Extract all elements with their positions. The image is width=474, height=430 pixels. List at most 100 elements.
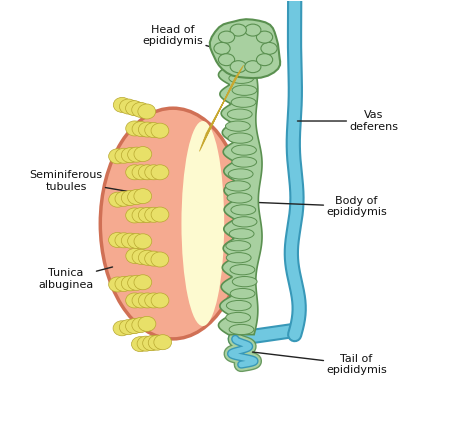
Ellipse shape xyxy=(256,31,273,43)
Ellipse shape xyxy=(128,275,146,290)
Ellipse shape xyxy=(151,207,169,222)
Ellipse shape xyxy=(109,149,127,164)
Ellipse shape xyxy=(119,319,137,335)
Ellipse shape xyxy=(132,102,149,117)
Ellipse shape xyxy=(143,336,160,351)
Text: Seminiferous
tubules: Seminiferous tubules xyxy=(29,170,138,193)
Ellipse shape xyxy=(132,122,150,136)
Ellipse shape xyxy=(138,165,156,180)
Ellipse shape xyxy=(232,157,256,167)
Ellipse shape xyxy=(119,99,137,114)
Ellipse shape xyxy=(129,208,165,222)
Ellipse shape xyxy=(112,148,148,162)
Ellipse shape xyxy=(134,234,152,249)
Ellipse shape xyxy=(109,233,127,248)
Ellipse shape xyxy=(138,250,156,265)
Ellipse shape xyxy=(126,249,144,264)
Ellipse shape xyxy=(245,24,261,36)
Ellipse shape xyxy=(129,294,165,307)
Ellipse shape xyxy=(126,293,144,308)
Ellipse shape xyxy=(117,319,152,334)
Ellipse shape xyxy=(126,208,144,223)
Ellipse shape xyxy=(232,85,257,95)
Ellipse shape xyxy=(226,121,250,131)
Ellipse shape xyxy=(138,122,156,137)
Polygon shape xyxy=(219,65,262,335)
Ellipse shape xyxy=(113,321,131,336)
Ellipse shape xyxy=(129,123,165,137)
Ellipse shape xyxy=(112,234,148,248)
Ellipse shape xyxy=(228,169,253,179)
Ellipse shape xyxy=(131,337,149,352)
Ellipse shape xyxy=(219,54,235,66)
Ellipse shape xyxy=(151,123,169,138)
Ellipse shape xyxy=(228,109,252,119)
Ellipse shape xyxy=(145,123,163,138)
Ellipse shape xyxy=(232,145,256,155)
Ellipse shape xyxy=(261,43,277,54)
Ellipse shape xyxy=(138,208,156,222)
Polygon shape xyxy=(210,19,280,78)
Ellipse shape xyxy=(121,233,139,248)
Ellipse shape xyxy=(115,191,133,206)
Ellipse shape xyxy=(128,147,146,162)
Ellipse shape xyxy=(129,251,165,265)
Ellipse shape xyxy=(121,190,139,206)
Text: Tail of
epididymis: Tail of epididymis xyxy=(253,352,387,375)
Ellipse shape xyxy=(132,293,150,308)
Ellipse shape xyxy=(231,205,255,215)
Ellipse shape xyxy=(136,336,167,350)
Ellipse shape xyxy=(230,61,246,73)
Ellipse shape xyxy=(115,148,133,163)
Ellipse shape xyxy=(109,192,127,207)
Ellipse shape xyxy=(219,31,235,43)
Ellipse shape xyxy=(145,251,163,266)
Ellipse shape xyxy=(229,324,254,335)
Ellipse shape xyxy=(228,133,253,143)
Ellipse shape xyxy=(226,313,251,322)
Ellipse shape xyxy=(132,208,150,223)
Ellipse shape xyxy=(232,217,257,227)
Ellipse shape xyxy=(134,189,152,204)
Ellipse shape xyxy=(138,316,156,332)
Ellipse shape xyxy=(226,181,250,191)
Ellipse shape xyxy=(227,193,252,203)
Ellipse shape xyxy=(151,165,169,180)
Ellipse shape xyxy=(117,100,152,116)
Ellipse shape xyxy=(230,289,255,299)
Ellipse shape xyxy=(230,264,255,275)
Ellipse shape xyxy=(115,233,133,248)
Ellipse shape xyxy=(129,166,165,179)
Text: Head of
epididymis: Head of epididymis xyxy=(143,25,234,54)
Ellipse shape xyxy=(128,233,146,249)
Ellipse shape xyxy=(214,43,230,54)
Ellipse shape xyxy=(126,101,143,116)
Ellipse shape xyxy=(138,293,156,308)
Ellipse shape xyxy=(132,165,150,180)
Ellipse shape xyxy=(154,335,172,350)
Text: Body of
epididymis: Body of epididymis xyxy=(253,196,387,217)
Ellipse shape xyxy=(148,335,166,350)
Text: Vas
deferens: Vas deferens xyxy=(298,110,398,132)
Ellipse shape xyxy=(138,104,155,119)
Ellipse shape xyxy=(128,190,146,205)
Ellipse shape xyxy=(113,97,131,112)
Ellipse shape xyxy=(182,121,224,326)
Ellipse shape xyxy=(145,165,163,180)
Ellipse shape xyxy=(226,241,251,251)
Text: Tunica
albuginea: Tunica albuginea xyxy=(38,267,112,290)
Ellipse shape xyxy=(132,249,150,264)
Ellipse shape xyxy=(231,97,256,108)
Ellipse shape xyxy=(245,61,261,73)
Ellipse shape xyxy=(112,190,148,205)
Ellipse shape xyxy=(229,73,254,83)
Ellipse shape xyxy=(115,276,133,292)
Ellipse shape xyxy=(134,147,152,162)
Ellipse shape xyxy=(121,276,139,291)
Ellipse shape xyxy=(137,336,155,351)
Ellipse shape xyxy=(230,24,246,36)
Ellipse shape xyxy=(227,301,251,311)
Ellipse shape xyxy=(109,277,127,292)
Ellipse shape xyxy=(232,276,257,287)
Ellipse shape xyxy=(145,207,163,222)
